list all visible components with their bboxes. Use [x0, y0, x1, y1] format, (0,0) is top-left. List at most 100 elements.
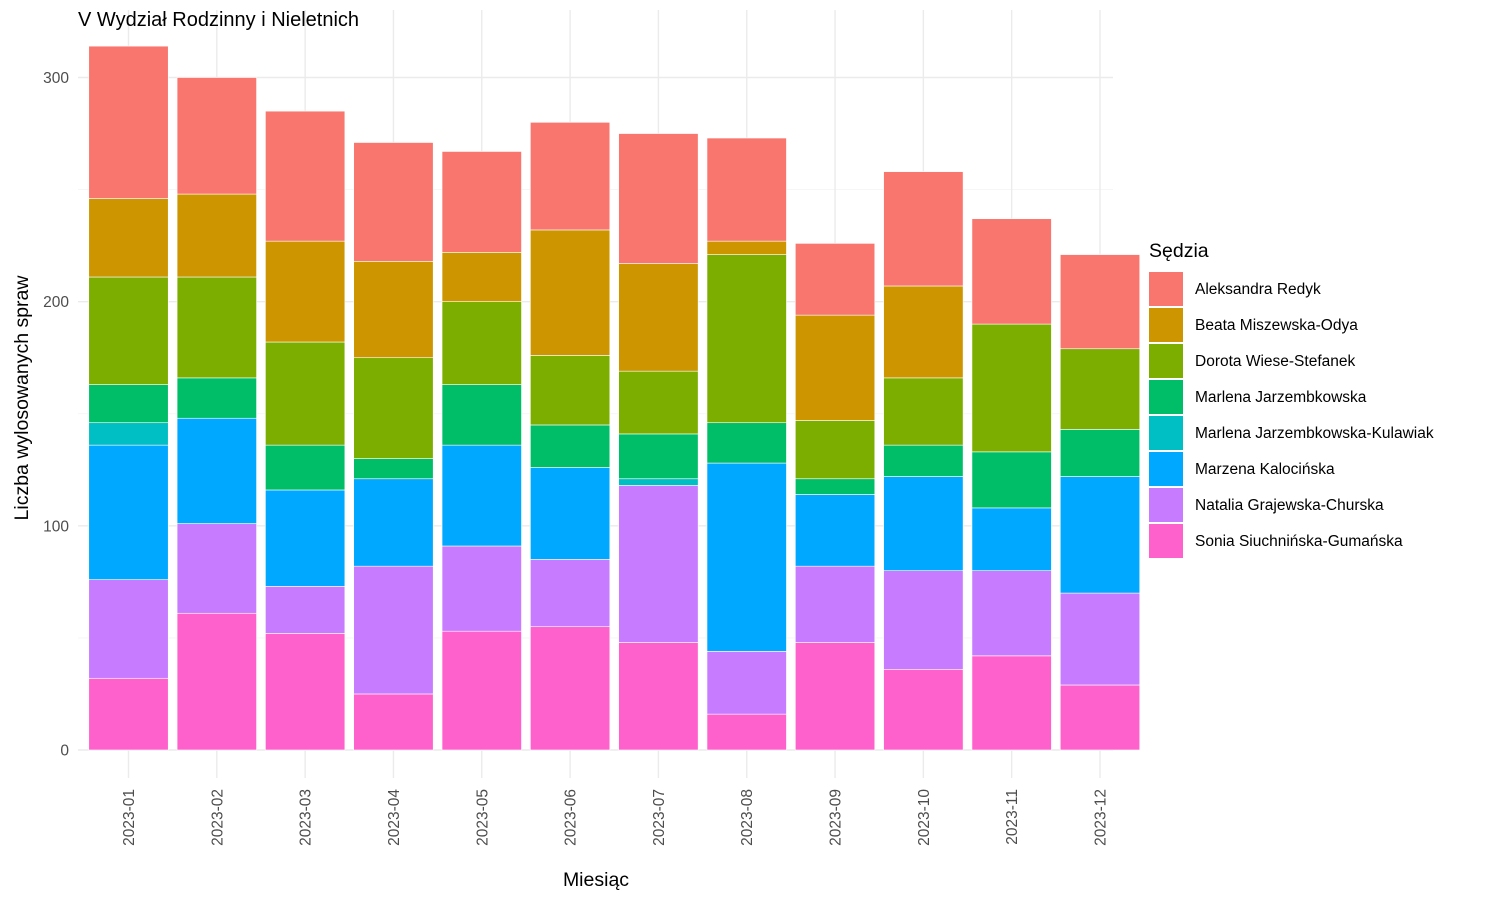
bar-segment	[441, 301, 522, 385]
bar-segment	[883, 570, 964, 670]
x-tick-label: 2023-12	[1093, 789, 1110, 846]
bar-segment	[88, 276, 169, 385]
legend-swatch	[1149, 488, 1183, 522]
bar-segment	[795, 494, 876, 567]
legend-label: Marlena Jarzembkowska-Kulawiak	[1195, 425, 1434, 442]
y-tick-label: 0	[60, 743, 69, 760]
bar-segment	[1059, 348, 1141, 430]
legend-label: Natalia Grajewska-Churska	[1195, 497, 1384, 514]
bar-segment	[176, 612, 257, 751]
legend-label: Sonia Siuchnińska-Gumańska	[1195, 533, 1403, 550]
legend-label: Marzena Kalocińska	[1195, 461, 1335, 478]
bar-segment	[353, 478, 434, 567]
legend-swatch	[1149, 344, 1183, 378]
bar-segment	[971, 507, 1052, 571]
bar-segment	[1059, 429, 1141, 477]
bar-segment	[353, 565, 434, 695]
bar-segment	[176, 523, 257, 614]
bar-segment	[176, 193, 257, 278]
legend-swatch	[1149, 452, 1183, 486]
x-tick-label: 2023-09	[828, 789, 845, 846]
bar-segment	[883, 377, 964, 446]
legend-label: Marlena Jarzembkowska	[1195, 389, 1367, 406]
bar-segment	[530, 626, 611, 751]
bar-segment	[971, 218, 1052, 325]
bar-segment	[88, 579, 169, 679]
y-tick-label: 300	[43, 70, 69, 87]
bar-segment	[265, 341, 346, 446]
bar-segment	[353, 261, 434, 359]
legend-swatch	[1149, 380, 1183, 414]
y-tick-label: 100	[43, 518, 69, 535]
bar-segment	[441, 151, 522, 253]
bars	[88, 45, 1141, 751]
x-tick-label: 2023-05	[474, 789, 491, 846]
bar-segment	[88, 422, 169, 446]
bar-segment	[883, 444, 964, 477]
bar-segment	[618, 642, 699, 751]
bar-segment	[353, 142, 434, 262]
bar-segment	[795, 478, 876, 495]
x-tick-label: 2023-03	[298, 789, 315, 846]
x-axis-ticks: 2023-01 2023-02 2023-03 2023-04 2023-05 2023-…	[121, 789, 1110, 846]
bar-segment	[353, 357, 434, 459]
legend-swatch	[1149, 524, 1183, 558]
bar-segment	[1059, 254, 1141, 350]
bar-segment	[706, 254, 787, 424]
bar-segment	[1059, 476, 1141, 594]
bar-segment	[88, 384, 169, 424]
bar-segment	[265, 240, 346, 343]
x-tick-label: 2023-01	[121, 789, 138, 846]
bar-segment	[618, 433, 699, 480]
bar-segment	[706, 651, 787, 715]
bar-segment	[618, 485, 699, 643]
legend-label: Dorota Wiese-Stefanek	[1195, 353, 1355, 370]
bar-segment	[1059, 684, 1141, 751]
bar-segment	[530, 467, 611, 560]
legend-label: Beata Miszewska-Odya	[1195, 317, 1358, 334]
bar-segment	[883, 285, 964, 379]
legend: Sędzia Aleksandra Redyk Beata Miszewska-O…	[1149, 240, 1434, 558]
bar-segment	[706, 713, 787, 751]
x-tick-label: 2023-06	[563, 789, 580, 846]
bar-segment	[971, 323, 1052, 453]
bar-segment	[88, 677, 169, 751]
bar-segment	[706, 422, 787, 464]
bar-segment	[795, 565, 876, 643]
bar-segment	[706, 240, 787, 255]
bar-segment	[530, 559, 611, 628]
bar-segment	[971, 451, 1052, 509]
legend-swatch	[1149, 416, 1183, 450]
bar-segment	[971, 655, 1052, 751]
bar-segment	[795, 243, 876, 316]
bar-segment	[265, 110, 346, 242]
bar-segment	[265, 586, 346, 634]
bar-segment	[1059, 592, 1141, 686]
bar-segment	[883, 171, 964, 287]
bar-segment	[176, 377, 257, 419]
bar-segment	[618, 263, 699, 372]
bar-segment	[795, 314, 876, 421]
bar-segment	[88, 198, 169, 278]
y-axis-title: Liczba wylosowanych spraw	[11, 275, 33, 521]
bar-segment	[706, 137, 787, 242]
bar-segment	[441, 384, 522, 446]
x-tick-label: 2023-07	[651, 789, 668, 846]
x-tick-label: 2023-08	[739, 789, 756, 846]
bar-segment	[353, 458, 434, 480]
bar-segment	[530, 122, 611, 231]
x-axis-title: Miesiąc	[563, 869, 629, 891]
bar-segment	[176, 276, 257, 379]
bar-segment	[88, 45, 169, 199]
bar-segment	[618, 478, 699, 486]
x-tick-label: 2023-11	[1004, 789, 1021, 845]
bar-segment	[530, 355, 611, 426]
bar-segment	[441, 545, 522, 632]
legend-swatch	[1149, 272, 1183, 306]
bar-segment	[441, 252, 522, 302]
bar-segment	[265, 633, 346, 751]
bar-segment	[971, 570, 1052, 657]
bar-segment	[530, 424, 611, 468]
bar-segment	[883, 668, 964, 751]
